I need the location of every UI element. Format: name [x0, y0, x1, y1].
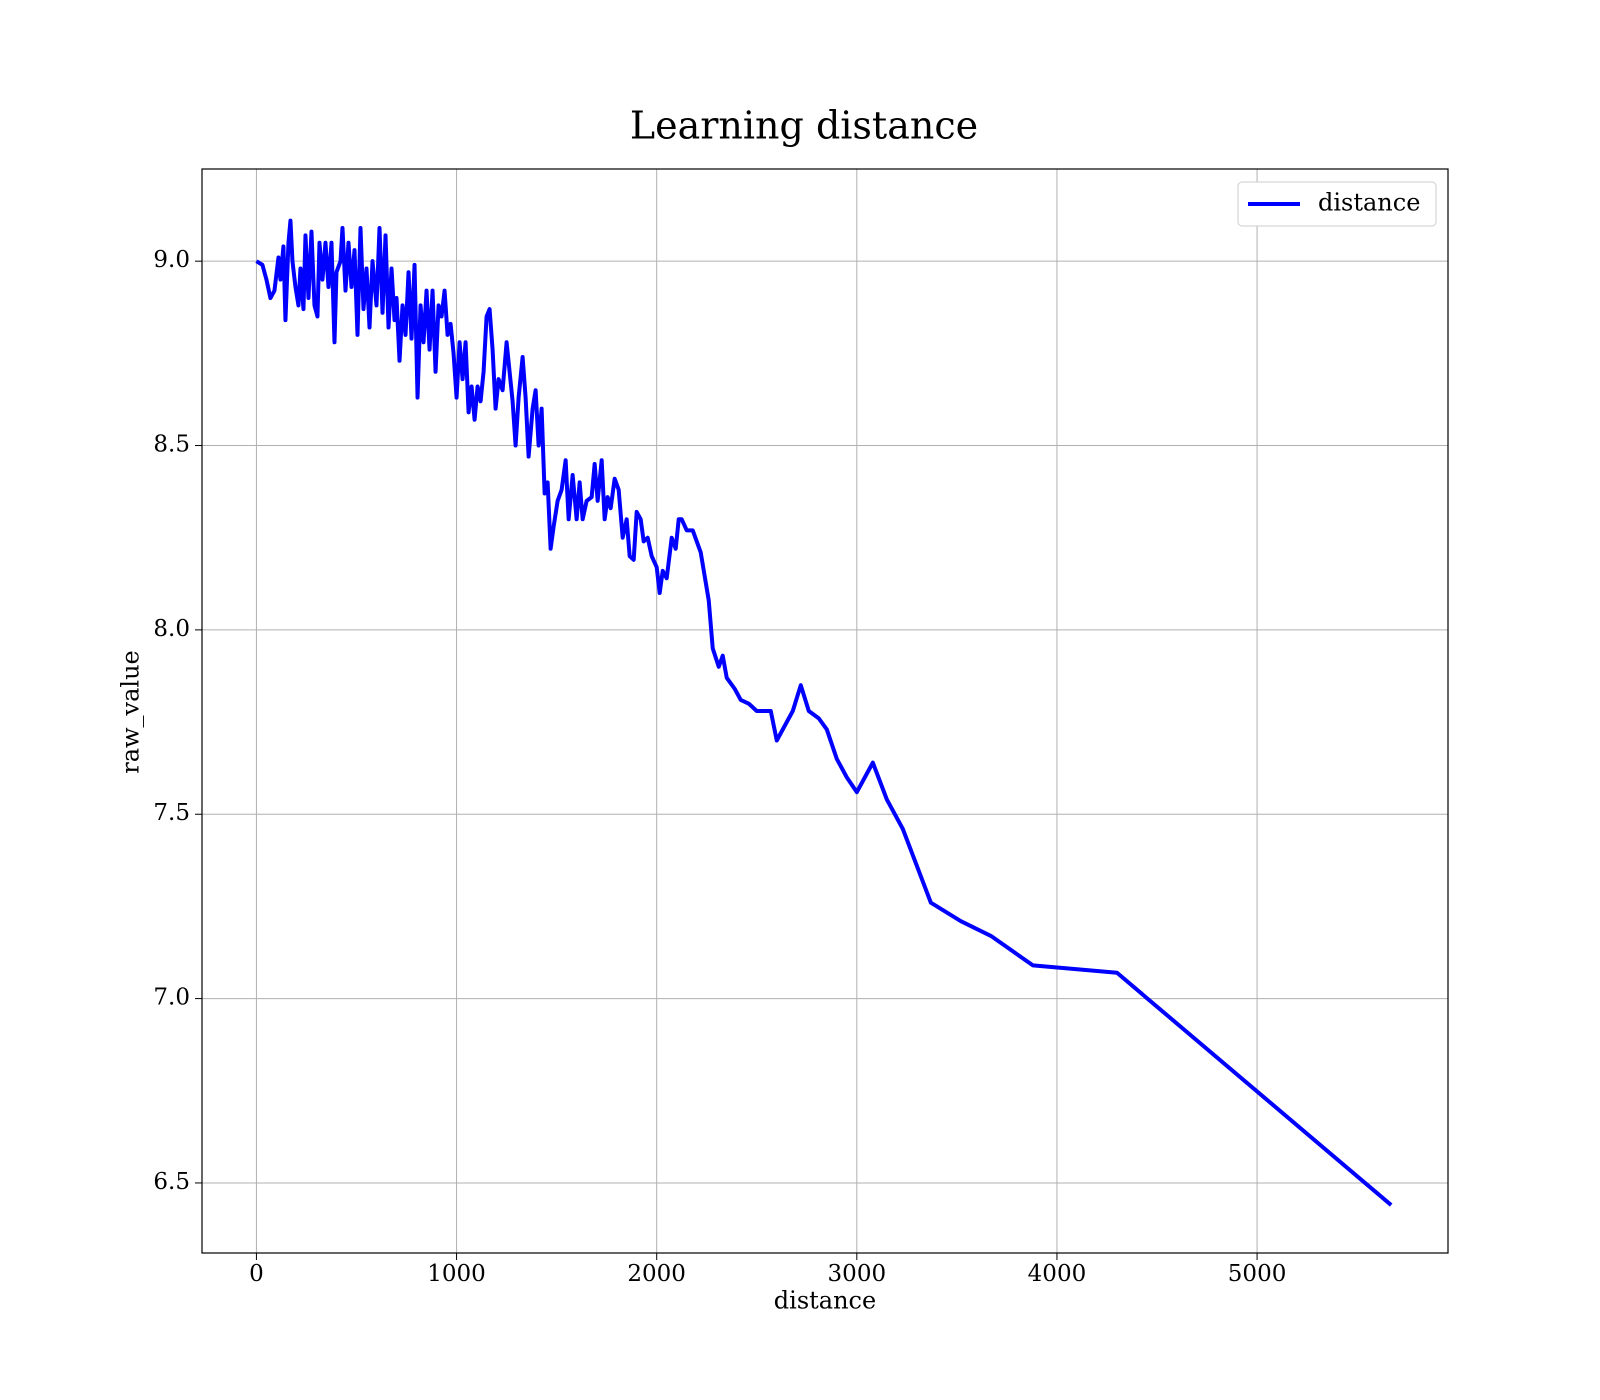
y-tick-label: 6.5 — [153, 1169, 190, 1195]
y-axis-label: raw_value — [117, 650, 145, 774]
y-tick-label: 7.5 — [153, 800, 190, 826]
y-tick-label: 9.0 — [153, 247, 190, 273]
x-tick-label: 2000 — [627, 1261, 686, 1287]
x-tick-label: 4000 — [1028, 1261, 1087, 1287]
x-tick-label: 1000 — [427, 1261, 486, 1287]
chart-title: Learning distance — [630, 104, 978, 148]
legend-box — [1237, 181, 1437, 227]
legend: distance — [1237, 181, 1437, 227]
x-axis-label: distance — [774, 1287, 876, 1315]
data-line — [255, 218, 1393, 1207]
x-tick-label: 5000 — [1228, 1261, 1287, 1287]
x-tick-label: 0 — [249, 1261, 264, 1287]
plot-frame — [201, 168, 1449, 1254]
y-tick-label: 8.0 — [153, 616, 190, 642]
y-tick-label: 8.5 — [153, 432, 190, 458]
legend-label: distance — [1318, 189, 1420, 217]
x-tick-label: 3000 — [828, 1261, 887, 1287]
y-tick-label: 7.0 — [153, 985, 190, 1011]
